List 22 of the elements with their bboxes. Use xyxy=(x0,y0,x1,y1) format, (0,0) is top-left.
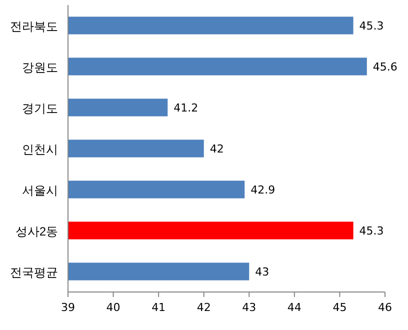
x-tick-label: 44 xyxy=(287,301,302,314)
data-label: 42.9 xyxy=(250,184,276,196)
x-tick-label: 42 xyxy=(196,301,211,314)
y-tick-label: 성사2동 xyxy=(15,224,58,238)
data-label: 45.6 xyxy=(372,60,398,74)
y-tick-label: 강원도 xyxy=(22,60,58,74)
y-tick-label: 인천시 xyxy=(22,142,58,156)
x-tick-label: 39 xyxy=(61,301,75,314)
x-tick-label: 41 xyxy=(152,301,166,314)
data-label: 43 xyxy=(255,266,270,278)
y-tick-label: 경기도 xyxy=(22,102,58,116)
x-tick-label: 43 xyxy=(242,301,256,314)
y-tick-label: 전국평균 xyxy=(10,266,58,280)
data-label: 45.3 xyxy=(359,224,384,238)
data-label: 45.3 xyxy=(359,20,384,32)
x-tick-label: 40 xyxy=(106,301,120,314)
x-tick-label: 46 xyxy=(378,301,392,314)
x-tick-label: 45 xyxy=(332,301,347,314)
y-tick-label: 서울시 xyxy=(22,184,58,198)
data-label: 42 xyxy=(210,142,224,156)
y-tick-label: 전라북도 xyxy=(10,20,58,34)
data-label: 41.2 xyxy=(174,102,198,114)
